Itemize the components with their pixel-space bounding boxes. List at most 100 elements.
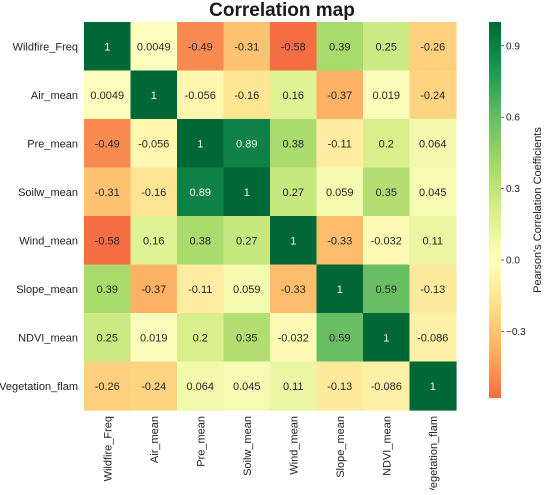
row-label: Wind_mean — [19, 235, 78, 247]
cell-value-label: 0.2 — [379, 138, 394, 150]
heatmap-cell — [177, 119, 225, 169]
colorbar-tick-label: 0.0 — [506, 255, 520, 266]
cell-value-label: 0.25 — [376, 41, 397, 53]
heatmap-cell — [130, 22, 178, 72]
cell-value-label: 0.2 — [193, 332, 208, 344]
cell-value-label: 0.27 — [283, 187, 304, 199]
heatmap-cell — [270, 167, 318, 217]
cell-value-label: -0.16 — [141, 187, 166, 199]
cell-value-label: 0.39 — [329, 41, 350, 53]
cell-value-label: 0.35 — [236, 332, 257, 344]
heatmap-cell — [270, 264, 318, 314]
heatmap-cell — [270, 216, 318, 266]
heatmap-cell — [270, 361, 318, 411]
heatmap-cell — [316, 22, 364, 72]
cell-value-label: -0.11 — [188, 284, 212, 296]
cell-value-label: -0.58 — [95, 235, 120, 247]
cell-value-label: -0.24 — [420, 90, 445, 102]
heatmap-cell — [130, 313, 178, 363]
cell-value-label: 0.11 — [422, 235, 443, 247]
heatmap-cell — [409, 22, 457, 72]
heatmap-cell — [130, 167, 178, 217]
heatmap-cell — [177, 361, 225, 411]
heatmap-cell — [84, 361, 132, 411]
heatmap-cell — [130, 361, 178, 411]
heatmap-cell — [130, 216, 178, 266]
cell-value-label: -0.24 — [141, 381, 166, 393]
heatmap-value-labels: 1 0.0049 -0.49 -0.31 -0.58 0.39 0.25 -0.26 0.004… — [90, 41, 448, 393]
cell-value-label: 0.89 — [190, 187, 211, 199]
heatmap-cell — [363, 167, 411, 217]
colorbar-tick-label: 0.3 — [506, 184, 520, 195]
row-label: Wildfire_Freq — [13, 41, 78, 53]
heatmap-cell — [84, 313, 132, 363]
cell-value-label: -0.13 — [327, 381, 352, 393]
heatmap-column-labels: Wildfire_Freq Air_mean Pre_mean Soilw_mean W… — [102, 416, 440, 495]
cell-value-label: 0.0049 — [90, 90, 124, 102]
heatmap-cell — [270, 22, 318, 72]
heatmap-cell — [363, 361, 411, 411]
cell-value-label: 0.59 — [376, 284, 397, 296]
cell-value-label: -0.58 — [281, 41, 306, 53]
cell-value-label: 1 — [244, 187, 250, 199]
cell-value-label: 1 — [197, 138, 203, 150]
cell-value-label: -0.31 — [95, 187, 120, 199]
cell-value-label: 1 — [290, 235, 296, 247]
cell-value-label: 0.019 — [372, 90, 400, 102]
cell-value-label: -0.13 — [420, 284, 445, 296]
heatmap-cell — [223, 22, 271, 72]
heatmap-cell — [130, 70, 178, 120]
heatmap-cell — [177, 264, 225, 314]
cell-value-label: 0.064 — [419, 138, 447, 150]
cell-value-label: -0.37 — [141, 284, 166, 296]
row-label: NDVI_mean — [18, 332, 78, 344]
cell-value-label: 0.0049 — [137, 41, 171, 53]
heatmap-cell — [316, 119, 364, 169]
colorbar-label: Pearson's Correlation Coefficients — [532, 127, 544, 293]
cell-value-label: 0.019 — [140, 332, 168, 344]
cell-value-label: -0.49 — [95, 138, 120, 150]
cell-value-label: 1 — [337, 284, 343, 296]
column-label: Wildfire_Freq — [102, 416, 114, 481]
cell-value-label: -0.33 — [327, 235, 352, 247]
cell-value-label: -0.032 — [278, 332, 309, 344]
heatmap-cell — [409, 119, 457, 169]
heatmap-cell — [84, 70, 132, 120]
cell-value-label: 1 — [383, 332, 389, 344]
column-label: Pre_mean — [195, 416, 207, 467]
heatmap-cell — [223, 216, 271, 266]
heatmap-cell — [409, 264, 457, 314]
row-label: Air_mean — [31, 90, 78, 102]
heatmap-cell — [84, 264, 132, 314]
cell-value-label: 0.16 — [283, 90, 304, 102]
colorbar-tick-label: −0.3 — [506, 327, 526, 338]
heatmap-cells — [84, 22, 457, 411]
cell-value-label: -0.37 — [327, 90, 352, 102]
row-label: Soilw_mean — [18, 187, 78, 199]
heatmap-cell — [316, 70, 364, 120]
heatmap-cell — [177, 313, 225, 363]
colorbar-tick-label: 0.6 — [506, 113, 520, 124]
heatmap-cell — [316, 361, 364, 411]
cell-value-label: 1 — [430, 381, 436, 393]
cell-value-label: -0.33 — [281, 284, 306, 296]
column-label: Wind_mean — [288, 416, 300, 475]
chart-title: Correlation map — [209, 0, 355, 21]
heatmap-cell — [223, 167, 271, 217]
cell-value-label: 0.059 — [233, 284, 261, 296]
row-label: Slope_mean — [16, 284, 78, 296]
heatmap-cell — [409, 167, 457, 217]
column-label: NDVI_mean — [381, 416, 393, 476]
heatmap-cell — [409, 216, 457, 266]
row-label: Pre_mean — [27, 138, 78, 150]
heatmap-cell — [84, 22, 132, 72]
cell-value-label: 0.11 — [283, 381, 304, 393]
heatmap-cell — [177, 216, 225, 266]
column-label: Vegetation_flam — [428, 416, 440, 490]
cell-value-label: -0.11 — [328, 138, 352, 150]
heatmap-cell — [270, 119, 318, 169]
cell-value-label: 0.27 — [236, 235, 257, 247]
heatmap-cell — [409, 70, 457, 120]
heatmap-cell — [223, 264, 271, 314]
